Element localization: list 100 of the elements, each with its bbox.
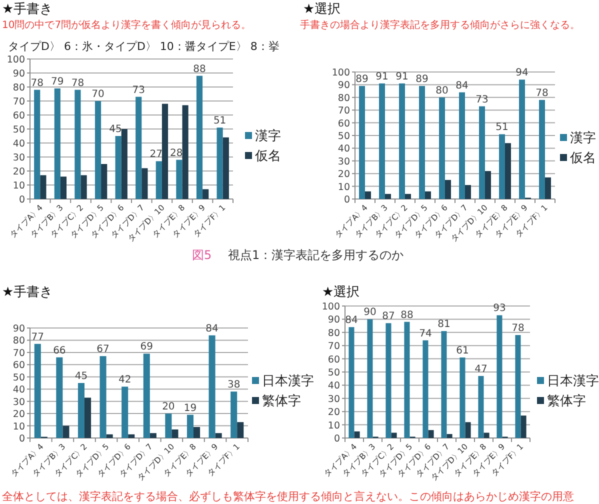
- data-label: 79: [51, 76, 64, 88]
- bar: [478, 376, 484, 438]
- data-label: 28: [170, 148, 183, 159]
- bar: [519, 80, 525, 199]
- y-tick-label: 90: [338, 80, 350, 92]
- data-label: 61: [456, 345, 469, 356]
- bar: [54, 88, 60, 199]
- data-label: 74: [419, 328, 432, 340]
- legend-label: 日本漢字: [262, 373, 314, 389]
- y-tick-label: 40: [338, 144, 350, 155]
- bar: [34, 344, 41, 438]
- y-tick-label: 0: [18, 194, 25, 206]
- data-label: 78: [536, 88, 548, 99]
- text: 視点1：漢字表記を多用するのか: [228, 248, 404, 262]
- data-label: 45: [74, 371, 88, 382]
- bar: [100, 356, 106, 438]
- y-tick-label: 0: [18, 434, 25, 444]
- data-label: 69: [140, 342, 153, 353]
- data-label: 27: [150, 149, 162, 160]
- y-tick-label: 60: [12, 360, 25, 372]
- data-label: 77: [31, 332, 44, 343]
- y-tick-label: 60: [328, 354, 340, 366]
- y-tick-label: 30: [328, 394, 340, 405]
- y-tick-label: 100: [322, 302, 340, 312]
- y-tick-label: 70: [338, 106, 350, 117]
- bar: [202, 189, 209, 199]
- bar: [106, 434, 113, 438]
- chart-title: ★手書き: [2, 2, 53, 17]
- data-label: 70: [92, 89, 104, 100]
- y-tick-label: 20: [328, 407, 340, 418]
- y-tick-label: 90: [328, 314, 340, 326]
- data-label: 91: [396, 71, 408, 82]
- bar: [425, 191, 431, 199]
- bar: [215, 433, 222, 438]
- y-tick-label: 40: [12, 138, 25, 150]
- data-label: 51: [213, 116, 226, 127]
- data-label: 93: [493, 303, 506, 314]
- data-label: 84: [456, 80, 468, 92]
- bar: [78, 383, 84, 438]
- bar: [34, 90, 40, 199]
- data-label: 20: [162, 402, 175, 413]
- legend-label: 仮名: [569, 151, 596, 166]
- bar: [459, 92, 465, 199]
- bar: [101, 164, 108, 199]
- bar: [74, 90, 81, 199]
- bar: [379, 83, 385, 199]
- y-tick-label: 30: [338, 156, 350, 168]
- bar: [80, 175, 87, 199]
- data-label: 51: [496, 122, 508, 134]
- caption: 図5: [192, 248, 212, 262]
- data-label: 38: [227, 380, 240, 391]
- y-tick-label: 80: [328, 328, 340, 339]
- data-label: 89: [416, 74, 428, 85]
- bar: [150, 433, 156, 438]
- bar: [391, 432, 397, 438]
- bar: [172, 429, 178, 438]
- bar: [62, 426, 70, 438]
- bar: [446, 434, 452, 438]
- y-tick-label: 40: [12, 384, 25, 396]
- y-tick-label: 50: [12, 372, 25, 384]
- bar: [404, 322, 410, 438]
- bar: [422, 340, 428, 438]
- bar: [208, 335, 216, 438]
- data-label: 45: [109, 124, 122, 135]
- bar: [115, 136, 122, 199]
- bar: [121, 129, 128, 199]
- data-label: 78: [71, 78, 84, 89]
- chart-title: ★選択: [303, 2, 341, 17]
- bar: [496, 315, 502, 438]
- y-tick-label: 80: [338, 92, 350, 104]
- data-label: 88: [400, 310, 414, 321]
- chart-title: ★選択: [322, 285, 360, 300]
- bar: [428, 430, 434, 438]
- bar: [143, 354, 150, 438]
- data-label: 47: [474, 364, 488, 375]
- y-tick-label: 40: [328, 380, 340, 392]
- data-label: 94: [516, 68, 528, 79]
- bar: [222, 137, 229, 199]
- data-label: 84: [345, 315, 358, 326]
- y-tick-label: 10: [328, 420, 340, 432]
- y-tick-label: 100: [332, 68, 350, 78]
- bar: [445, 180, 451, 199]
- bar: [465, 185, 471, 199]
- data-label: 87: [382, 311, 395, 322]
- y-tick-label: 10: [12, 421, 25, 432]
- bar: [142, 168, 148, 199]
- bar: [385, 194, 391, 199]
- data-label: 88: [193, 64, 206, 75]
- legend-label: 繁体字: [547, 393, 586, 409]
- chart-subtitle: 10問の中で7問が仮名より漢字を書く傾向が見られる。: [2, 19, 252, 31]
- legend-label: 漢字: [255, 128, 281, 144]
- bar: [520, 416, 526, 438]
- bar: [386, 323, 392, 438]
- y-tick-label: 60: [12, 110, 25, 122]
- text: タイプD〉 6：氷・タイプD〉 10：醤タイプE〉 8：挙: [8, 40, 280, 53]
- data-label: 66: [53, 345, 66, 356]
- bar: [237, 422, 244, 438]
- bar: [365, 191, 371, 199]
- bar: [465, 422, 471, 438]
- data-label: 19: [184, 402, 197, 414]
